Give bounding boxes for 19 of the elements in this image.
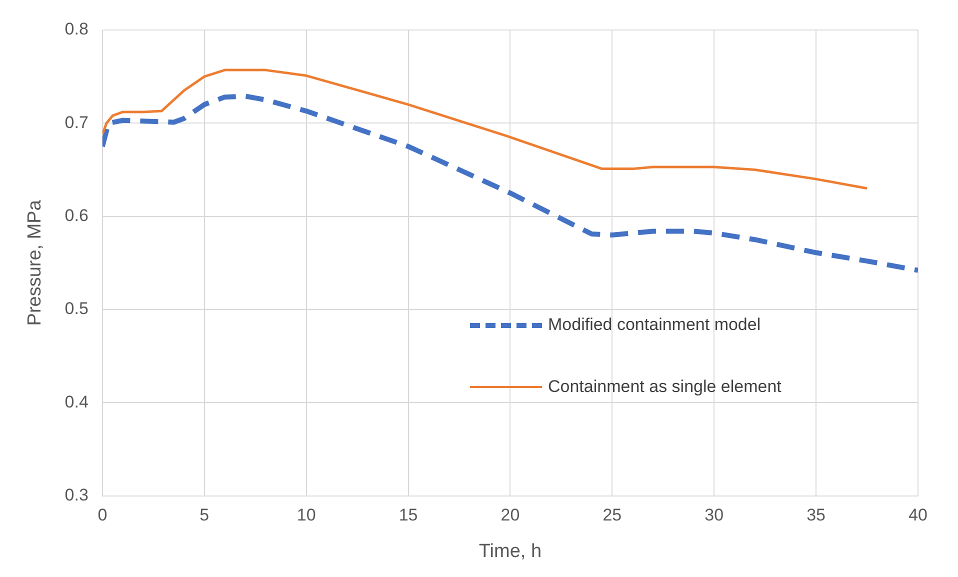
y-tick-label: 0.7 <box>64 112 88 132</box>
x-axis-title: Time, h <box>478 540 542 562</box>
x-tick-label: 40 <box>908 506 928 525</box>
y-tick-label: 0.6 <box>64 206 88 226</box>
x-tick-label: 35 <box>806 506 826 525</box>
legend-label: Modified containment model <box>548 315 761 335</box>
x-tick-label: 5 <box>200 506 210 525</box>
x-tick-label: 20 <box>500 506 520 525</box>
y-tick-label: 0.3 <box>64 485 88 504</box>
x-tick-label: 0 <box>98 506 108 525</box>
legend-label: Containment as single element <box>548 377 782 397</box>
x-tick-label: 10 <box>296 506 316 525</box>
y-axis-title: Pressure, MPa <box>24 200 46 326</box>
y-tick-label: 0.8 <box>64 20 88 39</box>
y-tick-label: 0.4 <box>64 392 88 412</box>
y-tick-label: 0.5 <box>64 299 88 318</box>
x-tick-label: 25 <box>602 506 622 525</box>
x-tick-label: 15 <box>398 506 418 525</box>
x-tick-label: 30 <box>704 506 724 525</box>
